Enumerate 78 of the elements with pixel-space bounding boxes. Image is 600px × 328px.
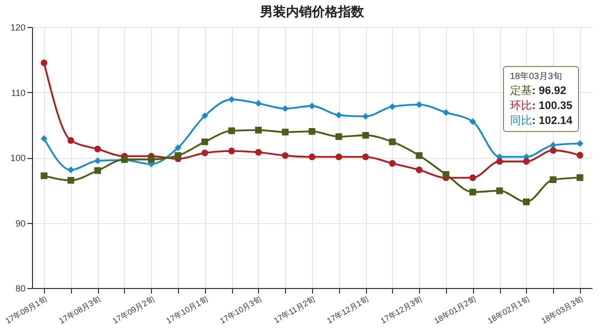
text: 定基 bbox=[510, 85, 532, 97]
point bbox=[201, 150, 208, 156]
point bbox=[282, 152, 289, 159]
y-tick-label: 100 bbox=[10, 153, 26, 163]
point bbox=[416, 101, 423, 108]
point bbox=[362, 113, 369, 120]
x-tick-label: 17年10月1旬 bbox=[164, 294, 210, 326]
point bbox=[255, 126, 262, 134]
point bbox=[335, 112, 342, 118]
point bbox=[469, 174, 476, 182]
point bbox=[362, 154, 369, 160]
text: 同比 bbox=[510, 115, 532, 127]
point bbox=[228, 148, 235, 154]
point bbox=[94, 167, 101, 174]
point bbox=[523, 198, 530, 206]
point bbox=[201, 112, 208, 120]
point bbox=[576, 140, 584, 147]
annotation: : 100.35 bbox=[532, 100, 572, 112]
y-tick-label: 120 bbox=[10, 22, 26, 32]
y-tick-label: 110 bbox=[11, 88, 26, 98]
point bbox=[282, 128, 289, 136]
x-tick-label: 17年08月1旬 bbox=[4, 294, 49, 326]
point bbox=[469, 188, 476, 196]
point bbox=[442, 109, 450, 116]
x-tick-label: 17年08月3旬 bbox=[58, 294, 102, 326]
x-tick-label: 17年12月3旬 bbox=[379, 294, 424, 326]
point bbox=[442, 171, 450, 178]
point bbox=[416, 166, 423, 174]
point bbox=[469, 118, 476, 125]
point bbox=[40, 135, 48, 142]
point bbox=[416, 152, 423, 159]
point bbox=[94, 146, 101, 152]
point bbox=[550, 142, 556, 148]
point bbox=[389, 138, 396, 146]
point bbox=[550, 176, 556, 184]
x-tick-label: 18年01月2旬 bbox=[432, 294, 478, 326]
annotation: : 96.92 bbox=[532, 85, 566, 97]
point bbox=[68, 176, 74, 184]
point bbox=[40, 172, 48, 180]
point bbox=[550, 146, 556, 154]
annotation: 18年03月3旬 bbox=[510, 70, 564, 83]
x-tick-label: 17年11月2旬 bbox=[272, 294, 316, 326]
point bbox=[389, 103, 396, 110]
point bbox=[335, 154, 342, 160]
point bbox=[308, 102, 316, 110]
point bbox=[228, 96, 235, 103]
point bbox=[228, 127, 235, 134]
point bbox=[174, 144, 182, 152]
point bbox=[255, 100, 262, 107]
x-tick-label: 17年10月3旬 bbox=[218, 294, 263, 326]
point bbox=[201, 138, 208, 146]
y-tick-label: 80 bbox=[15, 284, 26, 294]
x-tick-label: 18年02月1旬 bbox=[486, 294, 531, 326]
point bbox=[174, 152, 182, 159]
point bbox=[576, 174, 584, 181]
point bbox=[282, 105, 289, 112]
chart-title: 男装内销价格指数 bbox=[259, 4, 365, 19]
point bbox=[40, 60, 48, 66]
point bbox=[68, 137, 74, 144]
point bbox=[68, 166, 74, 174]
x-tick-label: 17年12月1旬 bbox=[326, 294, 370, 326]
point bbox=[94, 157, 101, 164]
point bbox=[389, 160, 396, 167]
point bbox=[523, 158, 530, 165]
point bbox=[362, 132, 369, 139]
x-tick-label: 18年03月3旬 bbox=[540, 294, 584, 326]
point bbox=[496, 187, 503, 194]
point bbox=[335, 133, 342, 140]
y-tick-label: 90 bbox=[15, 218, 26, 228]
point bbox=[308, 128, 316, 135]
point bbox=[308, 154, 316, 160]
text: 环比 bbox=[510, 100, 532, 112]
point bbox=[148, 156, 155, 163]
annotation: : 102.14 bbox=[532, 115, 572, 127]
point bbox=[576, 152, 584, 159]
point bbox=[496, 158, 503, 165]
point bbox=[255, 148, 262, 156]
x-tick-label: 17年09月2旬 bbox=[111, 294, 156, 326]
